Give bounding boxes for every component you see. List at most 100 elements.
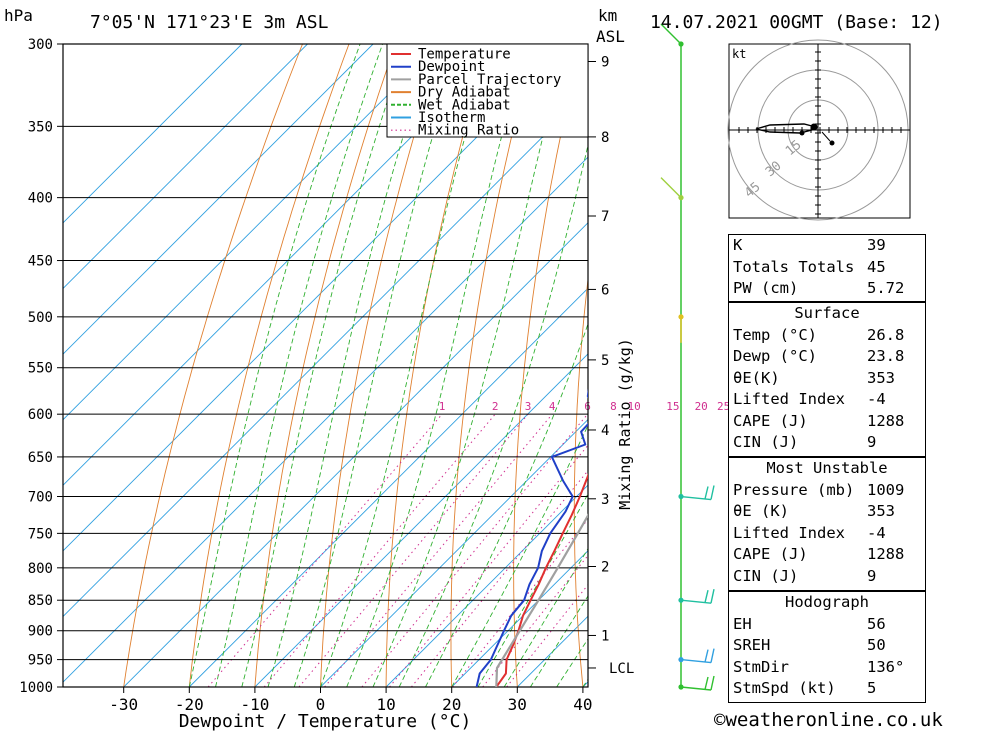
dry-adiabat-line xyxy=(124,44,303,687)
km-unit-label: km xyxy=(598,6,617,25)
table-row: Lifted Index-4 xyxy=(729,389,925,411)
row-label: PW (cm) xyxy=(733,278,798,300)
row-label: StmSpd (kt) xyxy=(733,678,836,700)
row-label: CAPE (J) xyxy=(733,411,808,433)
row-value: 1288 xyxy=(867,411,921,433)
isotherm-line xyxy=(0,44,373,687)
km-tick-label: 2 xyxy=(601,559,609,575)
hodograph-unit: kt xyxy=(732,47,746,61)
sounding-datetime: 14.07.2021 00GMT (Base: 12) xyxy=(650,12,943,33)
storm-motion-marker xyxy=(830,141,835,146)
km-tick-label: 6 xyxy=(601,282,609,298)
wind-barb-flag xyxy=(711,676,714,690)
table-row: Dewp (°C)23.8 xyxy=(729,346,925,368)
row-value: 136° xyxy=(867,657,921,679)
mixing-ratio-line xyxy=(411,414,634,687)
station-location: 7°05'N 171°23'E 3m ASL xyxy=(90,12,328,33)
row-value: -4 xyxy=(867,389,921,411)
x-axis-title: Dewpoint / Temperature (°C) xyxy=(179,711,472,732)
wind-barb-flag xyxy=(705,590,708,603)
mixing-ratio-label: 20 xyxy=(695,400,708,413)
wet-adiabat-line xyxy=(294,44,460,687)
wind-barb xyxy=(681,660,711,663)
table-title: Surface xyxy=(729,303,925,325)
pressure-tick-label: 950 xyxy=(28,653,53,669)
mixing-ratio-label: 4 xyxy=(549,400,556,413)
row-label: Lifted Index xyxy=(733,523,845,545)
mixing-ratio-label: 1 xyxy=(439,400,446,413)
row-value: 56 xyxy=(867,614,921,636)
wet-adiabat-line xyxy=(216,44,383,687)
hodograph-point xyxy=(800,131,805,136)
pressure-tick-label: 400 xyxy=(28,191,53,207)
table-row: CIN (J)9 xyxy=(729,432,925,454)
row-value: 50 xyxy=(867,635,921,657)
dry-adiabat-line xyxy=(451,44,535,687)
row-label: K xyxy=(733,235,742,257)
wind-barb-flag xyxy=(705,677,708,690)
km-tick-label: 3 xyxy=(601,492,609,508)
asl-unit-label: ASL xyxy=(596,27,625,46)
row-label: CIN (J) xyxy=(733,432,798,454)
km-tick-label: 7 xyxy=(601,209,609,225)
plot-frame xyxy=(63,44,588,687)
dry-adiabat-line xyxy=(633,44,674,687)
table-row: Lifted Index-4 xyxy=(729,523,925,545)
wind-barb-flag xyxy=(705,487,708,500)
isotherm-line xyxy=(0,44,439,687)
row-value: 1288 xyxy=(867,544,921,566)
wind-barb xyxy=(661,178,681,198)
wet-adiabat-line xyxy=(189,44,360,687)
km-tick-label: 4 xyxy=(601,423,609,439)
dry-adiabat-line xyxy=(255,44,396,687)
pressure-tick-label: 550 xyxy=(28,361,53,377)
mixing-ratio-label: 3 xyxy=(525,400,532,413)
row-label: Pressure (mb) xyxy=(733,480,854,502)
pressure-unit-label: hPa xyxy=(4,6,33,25)
table-row: Pressure (mb) 1009 xyxy=(729,480,925,502)
table-row: θE (K)353 xyxy=(729,501,925,523)
row-value: 9 xyxy=(867,566,921,588)
wet-adiabat-line xyxy=(321,44,492,687)
isotherm-line xyxy=(0,44,570,687)
dewpoint-line xyxy=(477,44,719,687)
dry-adiabat-line xyxy=(690,44,721,687)
wet-adiabat-line xyxy=(452,44,727,687)
table-row: CAPE (J) 1288 xyxy=(729,411,925,433)
pressure-tick-label: 1000 xyxy=(19,680,53,696)
table-row: CAPE (J)1288 xyxy=(729,544,925,566)
row-value: 5 xyxy=(867,678,921,700)
isotherm-line xyxy=(0,44,504,687)
row-value: 45 xyxy=(867,257,921,279)
table-row: CIN (J)9 xyxy=(729,566,925,588)
pressure-tick-label: 800 xyxy=(28,561,53,577)
wet-adiabat-line xyxy=(242,44,407,687)
km-tick-label: 1 xyxy=(601,628,609,644)
pressure-tick-label: 350 xyxy=(28,119,53,135)
pressure-tick-label: 600 xyxy=(28,407,53,423)
table-title: Most Unstable xyxy=(729,458,925,480)
table-row: Temp (°C)26.8 xyxy=(729,325,925,347)
pressure-tick-label: 700 xyxy=(28,490,53,506)
isotherm-line xyxy=(124,44,767,687)
wind-barb-flag xyxy=(711,649,714,663)
row-value: 5.72 xyxy=(867,278,921,300)
row-label: Dewp (°C) xyxy=(733,346,817,368)
row-value: 1009 xyxy=(867,480,921,502)
temperature-tick-label: -30 xyxy=(109,695,138,714)
row-value: 353 xyxy=(867,368,921,390)
km-tick-label: 8 xyxy=(601,130,609,146)
table-row: StmSpd (kt) 5 xyxy=(729,678,925,700)
isotherm-line xyxy=(0,44,636,687)
